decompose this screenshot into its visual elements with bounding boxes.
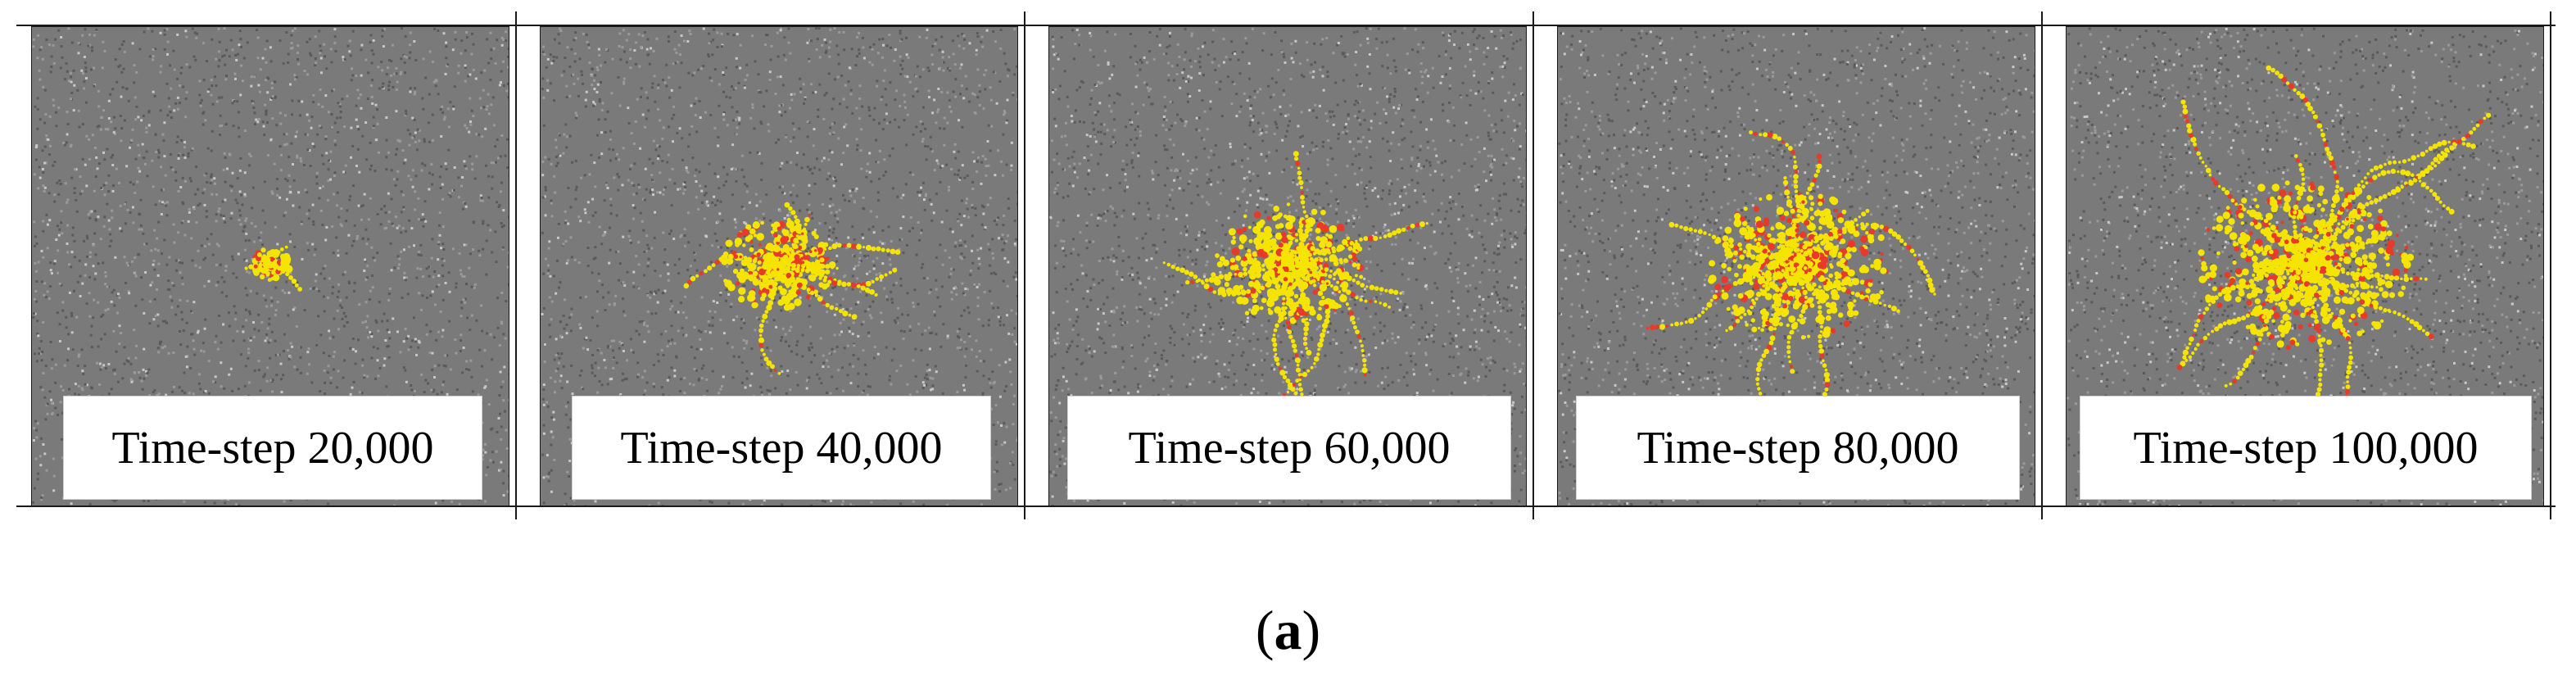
frame-tick [16, 25, 2556, 26]
panel-timestep-40000: Time-step 40,000 [540, 26, 1018, 507]
frame-tick [515, 11, 517, 519]
crack-cluster [1162, 151, 1428, 403]
panel-timestep-80000: Time-step 80,000 [1557, 26, 2035, 507]
crack-cluster [2176, 65, 2492, 494]
frame-tick [1024, 11, 1025, 519]
panel-caption: Time-step 60,000 [1067, 396, 1511, 500]
frame-tick [2550, 11, 2551, 519]
panel-caption: Time-step 80,000 [1576, 396, 2020, 500]
figure-sublabel: (a) [0, 598, 2576, 663]
frame-tick [1532, 11, 1534, 519]
panel-timestep-100000: Time-step 100,000 [2066, 26, 2544, 507]
crack-cluster [244, 245, 302, 292]
label-close-paren: ) [1302, 599, 1321, 661]
frame-tick [2041, 11, 2043, 519]
frame-tick [16, 505, 2556, 507]
panel-caption: Time-step 40,000 [572, 396, 991, 500]
panel-caption: Time-step 100,000 [2080, 396, 2532, 500]
crack-cluster [683, 202, 901, 375]
label-open-paren: ( [1255, 599, 1274, 661]
panel-timestep-60000: Time-step 60,000 [1048, 26, 1527, 507]
panel-caption: Time-step 20,000 [63, 396, 482, 500]
crack-cluster [1646, 130, 1936, 461]
label-letter: a [1274, 599, 1302, 661]
panel-timestep-20000: Time-step 20,000 [31, 26, 509, 507]
